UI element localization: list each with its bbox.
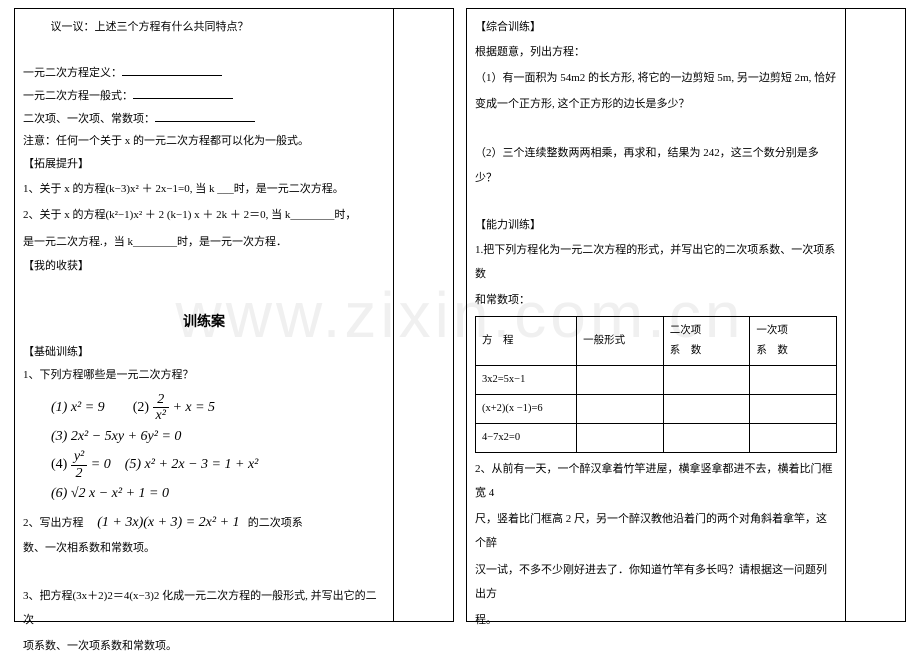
math-row-3: (3) 2x² − 5xy + 6y² = 0 [51, 427, 385, 447]
ability-1a: 1.把下列方程化为一元二次方程的形式，并写出它的二次项系数、一次项系数 [475, 238, 837, 286]
terms-label: 二次项、一次项、常数项： [23, 113, 155, 125]
eq2-den: x² [153, 408, 169, 423]
math-row-4-5: (4) y²2 = 0 (5) x² + 2x − 3 = 1 + x² [51, 449, 385, 481]
discuss-question: 议一议：上述三个方程有什么共同特点？ [23, 17, 385, 38]
cell-empty [663, 423, 750, 452]
cell-empty [750, 423, 837, 452]
table-header-row: 方 程 一般形式 二次项 系 数 一次项 系 数 [476, 317, 837, 366]
cell-eq2: (x+2)(x −1)=6 [476, 394, 577, 423]
math-row-6: (6) √2 x − x² + 1 = 0 [51, 484, 385, 504]
cell-empty [750, 394, 837, 423]
general-form-blank [133, 89, 233, 99]
terms-blank [155, 112, 255, 122]
ability-1b: 和常数项： [475, 288, 837, 312]
expand-title: 【拓展提升】 [23, 154, 385, 175]
definition-row: 一元二次方程定义： [23, 63, 385, 84]
th-general-form: 一般形式 [577, 317, 664, 366]
blank-line-3 [23, 561, 385, 582]
th-equation: 方 程 [476, 317, 577, 366]
cell-empty [577, 365, 664, 394]
harvest-title: 【我的收获】 [23, 256, 385, 277]
table-row: 3x2=5x−1 [476, 365, 837, 394]
eq4-pre: (4) [51, 457, 71, 472]
table-row: 4−7x2=0 [476, 423, 837, 452]
comp-intro: 根据题意，列出方程： [475, 40, 837, 64]
note-line: 注意：任何一个关于 x 的一元二次方程都可以化为一般式。 [23, 131, 385, 152]
page-left-inner: 议一议：上述三个方程有什么共同特点？ 一元二次方程定义： 一元二次方程一般式： … [15, 9, 453, 621]
expand-q2b: 是一元二次方程.，当 k________时，是一元一次方程． [23, 230, 385, 254]
q2-line2: 数、一次相系数和常数项。 [23, 538, 385, 559]
th4a: 一次项 [756, 321, 830, 341]
general-form-row: 一元二次方程一般式： [23, 86, 385, 107]
right-side-column [845, 9, 905, 621]
comp-title: 【综合训练】 [475, 17, 837, 38]
math-row-1-2: (1) x² = 9 (2) 2x² + x = 5 [51, 392, 385, 424]
left-side-column [393, 9, 453, 621]
q3-line1: 3、把方程(3x＋2)2＝4(x−3)2 化成一元二次方程的一般形式, 并写出它… [23, 584, 385, 632]
blank-r1 [475, 118, 837, 139]
definition-label: 一元二次方程定义： [23, 67, 122, 79]
eq4-num: y² [71, 449, 87, 465]
q3-line2: 项系数、一次项系数和常数项。 [23, 634, 385, 658]
eq4-den: 2 [71, 466, 87, 481]
page-left: 议一议：上述三个方程有什么共同特点？ 一元二次方程定义： 一元二次方程一般式： … [14, 8, 454, 622]
cell-empty [577, 394, 664, 423]
blank-line-2 [23, 279, 385, 300]
cell-empty [663, 365, 750, 394]
ability-title: 【能力训练】 [475, 215, 837, 236]
eq2-pre: (2) [133, 400, 153, 415]
page-right-inner: 【综合训练】 根据题意，列出方程： （1）有一面积为 54m2 的长方形, 将它… [467, 9, 905, 621]
eq2-num: 2 [153, 392, 169, 408]
q2-a: 2、写出方程 [23, 517, 84, 529]
definition-blank [122, 66, 222, 76]
q1-text: 1、下列方程哪些是一元二次方程？ [23, 365, 385, 386]
training-title: 训练案 [23, 310, 385, 337]
comp-1a: （1）有一面积为 54m2 的长方形, 将它的一边剪短 5m, 另一边剪短 2m… [475, 66, 837, 90]
story-1: 2、从前有一天，一个醉汉拿着竹竿进屋，横拿竖拿都进不去，横着比门框宽 4 [475, 457, 837, 505]
eq4-frac: y²2 [71, 449, 87, 481]
eq2-frac: 2x² [153, 392, 169, 424]
th-quad-coef: 二次项 系 数 [663, 317, 750, 366]
eq1: (1) x² = 9 [51, 400, 105, 415]
comp-1b: 变成一个正方形, 这个正方形的边长是多少？ [475, 92, 837, 116]
th1a: 方 程 [482, 331, 570, 351]
page-right: 【综合训练】 根据题意，列出方程： （1）有一面积为 54m2 的长方形, 将它… [466, 8, 906, 622]
cell-eq3: 4−7x2=0 [476, 423, 577, 452]
equation-table: 方 程 一般形式 二次项 系 数 一次项 系 数 3x2=5x−1 [475, 316, 837, 453]
expand-q1: 1、关于 x 的方程(k−3)x² ＋ 2x−1=0, 当 k ___时，是一元… [23, 177, 385, 201]
comp-2: （2）三个连续整数两两相乘，再求和，结果为 242，这三个数分别是多少？ [475, 141, 837, 189]
th3a: 二次项 [670, 321, 744, 341]
cell-eq1: 3x2=5x−1 [476, 365, 577, 394]
blank-line [23, 40, 385, 61]
eq4-post: = 0 [87, 457, 110, 472]
q2-line1: 2、写出方程 (1 + 3x)(x + 3) = 2x² + 1 的二次项系 [23, 510, 385, 537]
general-form-label: 一元二次方程一般式： [23, 90, 133, 102]
math-equations-block: (1) x² = 9 (2) 2x² + x = 5 (3) 2x² − 5xy… [51, 392, 385, 504]
eq5: (5) x² + 2x − 3 = 1 + x² [125, 457, 259, 472]
q2-math: (1 + 3x)(x + 3) = 2x² + 1 [97, 515, 239, 530]
blank-r2 [475, 192, 837, 213]
table-row: (x+2)(x −1)=6 [476, 394, 837, 423]
right-main-column: 【综合训练】 根据题意，列出方程： （1）有一面积为 54m2 的长方形, 将它… [467, 9, 845, 621]
cell-empty [663, 394, 750, 423]
q2-b: 的二次项系 [248, 517, 303, 529]
basic-title: 【基础训练】 [23, 342, 385, 363]
story-4: 程。 [475, 608, 837, 632]
left-main-column: 议一议：上述三个方程有什么共同特点？ 一元二次方程定义： 一元二次方程一般式： … [15, 9, 393, 621]
th-lin-coef: 一次项 系 数 [750, 317, 837, 366]
th3b: 系 数 [670, 341, 744, 361]
eq2-post: + x = 5 [169, 400, 215, 415]
cell-empty [750, 365, 837, 394]
th4b: 系 数 [756, 341, 830, 361]
cell-empty [577, 423, 664, 452]
story-3: 汉一试，不多不少刚好进去了．你知道竹竿有多长吗？请根据这一问题列出方 [475, 558, 837, 606]
terms-row: 二次项、一次项、常数项： [23, 109, 385, 130]
story-2: 尺，竖着比门框高 2 尺，另一个醉汉教他沿着门的两个对角斜着拿竿，这个醉 [475, 507, 837, 555]
expand-q2a: 2、关于 x 的方程(k²−1)x² ＋ 2 (k−1) x ＋ 2k ＋ 2＝… [23, 203, 385, 227]
